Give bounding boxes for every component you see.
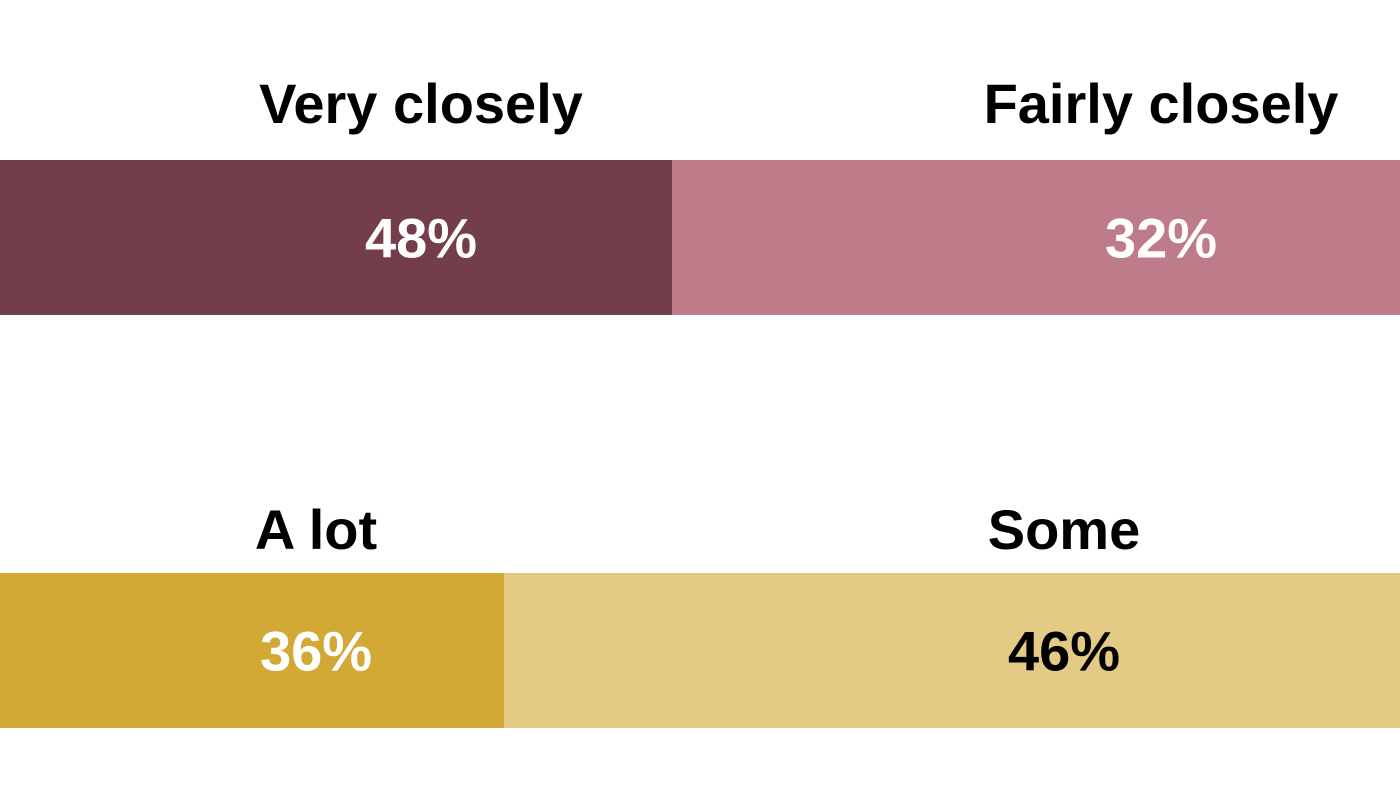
data-label: 36%	[260, 620, 372, 683]
category-label: Fairly closely	[984, 72, 1339, 135]
category-label: A lot	[255, 498, 377, 561]
category-label: Very closely	[259, 72, 583, 135]
bar-row-2: 36% A lot 46% Some	[0, 498, 1400, 728]
data-label: 48%	[365, 207, 477, 270]
bar-segment	[0, 573, 504, 728]
data-label: 46%	[1008, 620, 1120, 683]
bar-segment	[0, 160, 672, 315]
category-label: Some	[988, 498, 1141, 561]
data-label: 32%	[1105, 207, 1217, 270]
bar-row-1: 48% Very closely 32% Fairly closely	[0, 72, 1400, 315]
bar-segment	[672, 160, 1400, 315]
bar-segment	[504, 573, 1400, 728]
